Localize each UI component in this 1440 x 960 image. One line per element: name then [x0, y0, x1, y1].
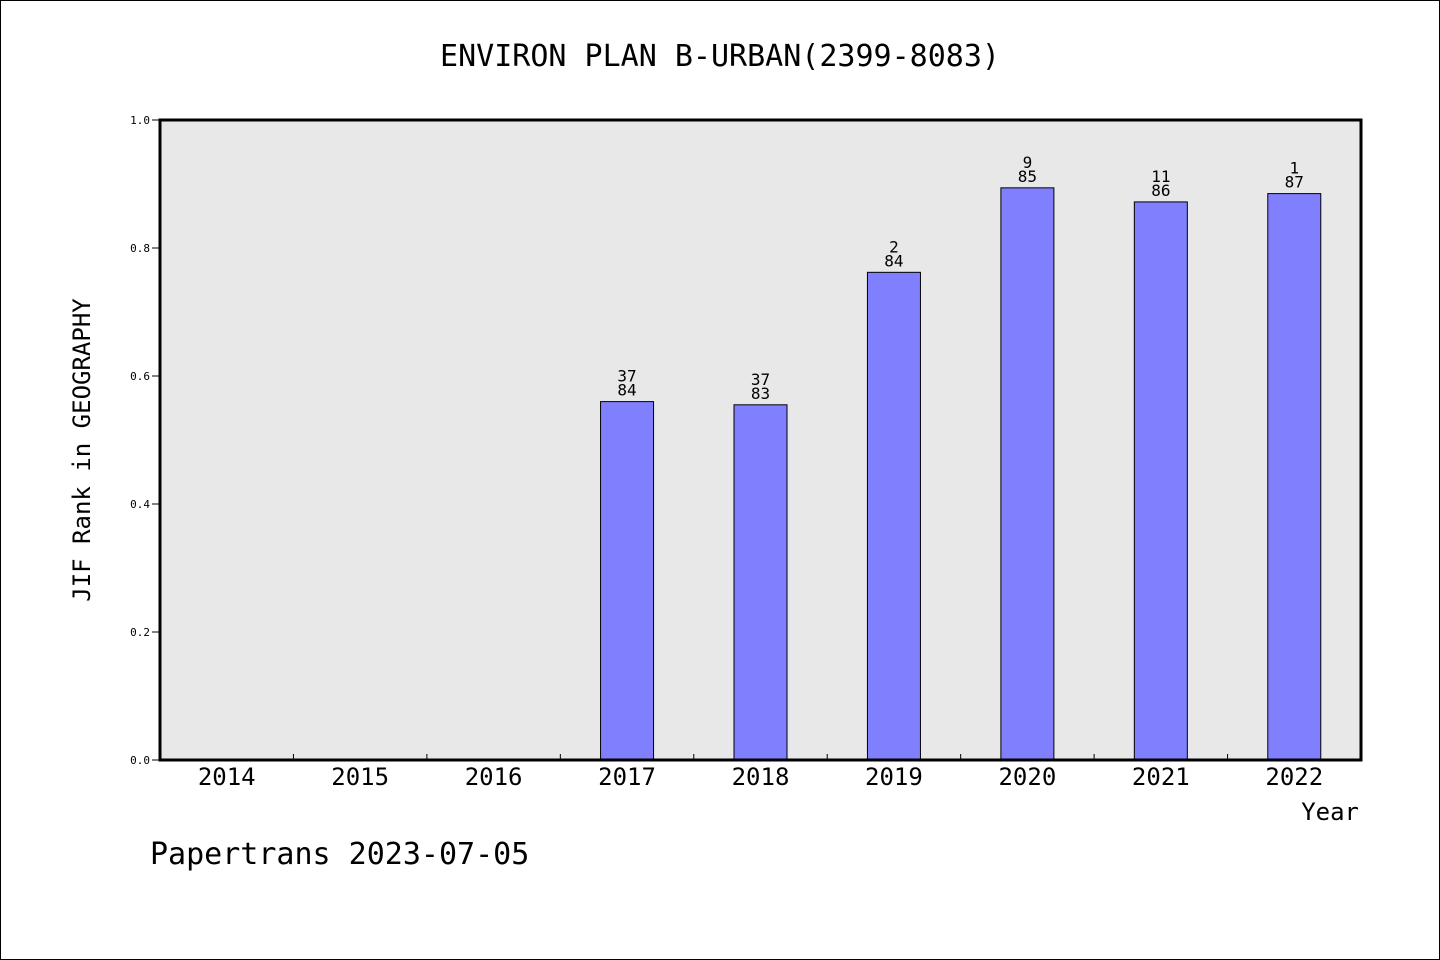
y-axis-label: JIF Rank in GEOGRAPHY [68, 298, 96, 602]
bar-2018 [733, 404, 788, 761]
bar-total-label: 84 [617, 381, 636, 400]
x-tick-label: 2017 [598, 763, 656, 791]
x-tick-label: 2020 [998, 763, 1056, 791]
y-axis-ticks: 0.0 0.2 0.4 0.6 0.8 1.0 [130, 114, 160, 767]
bar-rank-label: 11 [1151, 167, 1170, 186]
x-tick-label: 2021 [1132, 763, 1190, 791]
y-tick-label: 0.8 [130, 242, 150, 255]
bar-2017 [600, 401, 655, 761]
bar-rank-label: 2 [889, 237, 899, 256]
bar-total-label: 85 [1018, 167, 1037, 186]
y-tick-label: 0.4 [130, 498, 150, 511]
footer-credit: Papertrans 2023-07-05 [150, 837, 529, 872]
plot-border [158, 118, 1363, 762]
y-tick-label: 0.2 [130, 626, 150, 639]
bar-total-label: 86 [1151, 181, 1170, 200]
x-tick-label: 2014 [198, 763, 256, 791]
bar-total-label: 87 [1285, 173, 1304, 192]
chart-title: ENVIRON PLAN B-URBAN(2399-8083) [440, 39, 1000, 74]
y-tick-label: 0.0 [130, 754, 150, 767]
y-tick-label: 1.0 [130, 114, 150, 127]
x-axis-ticks: 2014 2015 2016 2017 2018 2019 2020 2021 2022 [198, 754, 1323, 791]
x-tick-label: 2016 [465, 763, 523, 791]
bar-2021 [1133, 201, 1188, 761]
x-tick-label: 2019 [865, 763, 923, 791]
bar-total-label: 84 [884, 251, 903, 270]
bar-2022 [1267, 193, 1322, 761]
x-tick-label: 2018 [732, 763, 790, 791]
x-tick-label: 2015 [331, 763, 389, 791]
bar-2019 [866, 271, 921, 761]
bar-rank-label: 1 [1289, 159, 1299, 178]
bar-2020 [1000, 187, 1055, 761]
bar-total-label: 83 [751, 384, 770, 403]
y-tick-label: 0.6 [130, 370, 150, 383]
bar-rank-label: 37 [751, 370, 770, 389]
bar-rank-label: 9 [1023, 153, 1033, 172]
x-tick-label: 2022 [1265, 763, 1323, 791]
bar-rank-label: 37 [617, 367, 636, 386]
x-axis-label: Year [1301, 798, 1359, 826]
